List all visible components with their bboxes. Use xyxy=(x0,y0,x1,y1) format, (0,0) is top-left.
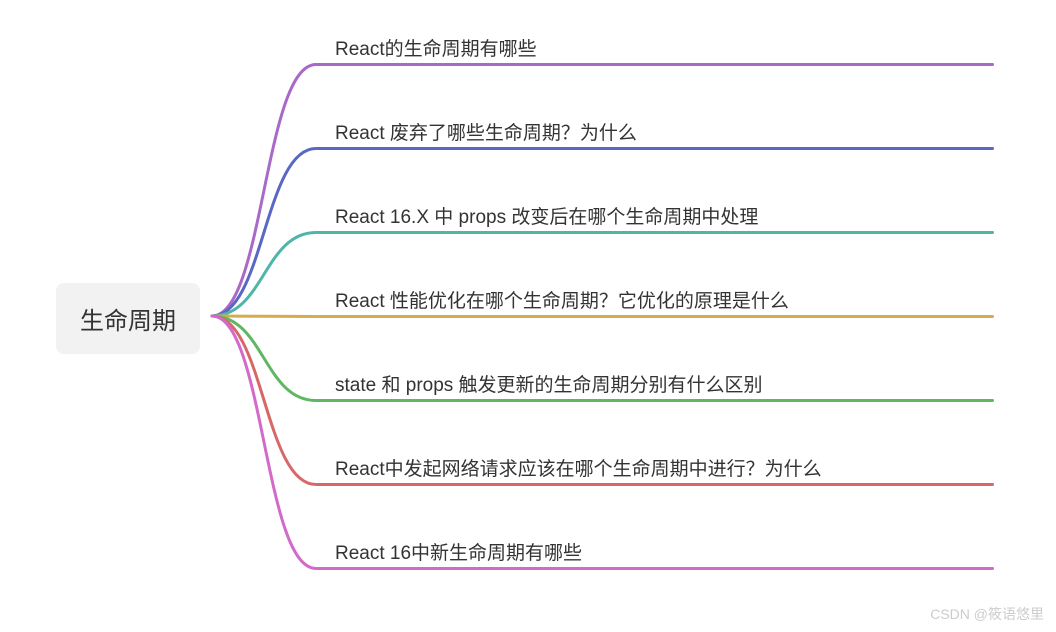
branch-connector xyxy=(212,233,316,317)
branch-underline xyxy=(316,315,994,318)
branch-label[interactable]: React 废弃了哪些生命周期？为什么 xyxy=(335,118,637,145)
branch-connector xyxy=(212,316,316,569)
branch-underline xyxy=(316,63,994,66)
branch-underline xyxy=(316,231,994,234)
branch-underline xyxy=(316,483,994,486)
branch-label[interactable]: React 性能优化在哪个生命周期？它优化的原理是什么 xyxy=(335,286,789,313)
branch-label[interactable]: state 和 props 触发更新的生命周期分别有什么区别 xyxy=(335,370,763,397)
branch-connector xyxy=(212,316,316,317)
branch-label[interactable]: React 16中新生命周期有哪些 xyxy=(335,538,582,565)
watermark: CSDN @筱语悠里 xyxy=(930,604,1044,624)
branch-connector xyxy=(212,316,316,485)
root-label: 生命周期 xyxy=(80,308,176,335)
root-node[interactable]: 生命周期 xyxy=(56,283,200,354)
branch-connector xyxy=(212,149,316,317)
branch-underline xyxy=(316,567,994,570)
branch-connector xyxy=(212,65,316,317)
branch-underline xyxy=(316,399,994,402)
branch-label[interactable]: React的生命周期有哪些 xyxy=(335,34,537,61)
branch-connector xyxy=(212,316,316,401)
branch-label[interactable]: React中发起网络请求应该在哪个生命周期中进行？为什么 xyxy=(335,454,822,481)
branch-underline xyxy=(316,147,994,150)
branch-label[interactable]: React 16.X 中 props 改变后在哪个生命周期中处理 xyxy=(335,202,758,229)
